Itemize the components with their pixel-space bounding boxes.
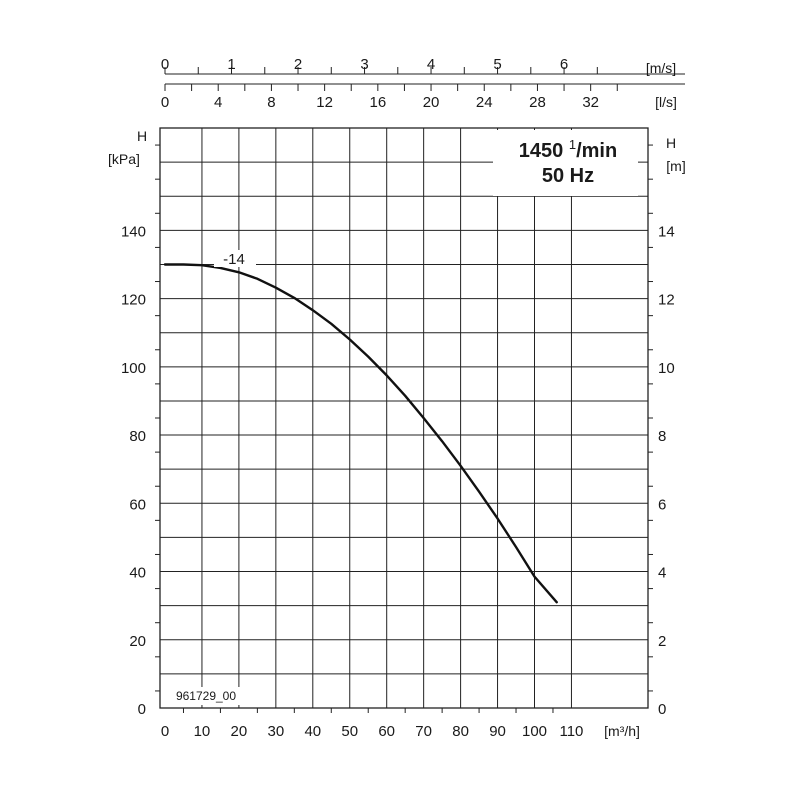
y-right-tick-label: 6	[658, 496, 666, 513]
top-ms-tick-label: 6	[560, 56, 568, 73]
figure-id-text: 961729_00	[176, 689, 236, 703]
x-axis-unit-label: [m³/h]	[604, 723, 640, 739]
speed-box-line1: 1450 1/min	[519, 137, 617, 162]
y-right-axis-unit: [m]	[666, 158, 685, 174]
pump-curve: -14	[163, 250, 558, 604]
top-ls-tick-label: 24	[476, 94, 493, 111]
curve-label-background	[214, 250, 256, 267]
top-ls-tick-label: 32	[582, 94, 599, 111]
top-ms-tick-label: 4	[427, 56, 435, 73]
figure-id-background	[164, 687, 248, 705]
top-ls-tick-label: 8	[267, 94, 275, 111]
x-tick-label: 90	[489, 723, 506, 740]
x-tick-label: 80	[452, 723, 469, 740]
x-tick-label: 10	[194, 723, 211, 740]
y-right-tick-label: 2	[658, 633, 666, 650]
y-left-tick-label: 20	[129, 633, 146, 650]
top-ls-tick-label: 4	[214, 94, 222, 111]
y-right-tick-label: 14	[658, 223, 675, 240]
speed-box-background	[493, 130, 638, 196]
x-tick-label: 100	[522, 723, 547, 740]
top-ls-tick-label: 20	[423, 94, 440, 111]
x-tick-label: 70	[415, 723, 432, 740]
top-ms-tick-label: 1	[227, 56, 235, 73]
top-ls-tick-label: 0	[161, 94, 169, 111]
y-right-tick-label: 4	[658, 565, 666, 582]
top-ls-tick-label: 28	[529, 94, 546, 111]
top-ms-tick-label: 0	[161, 56, 169, 73]
y-left-tick-label: 140	[121, 223, 146, 240]
curve-label: -14	[223, 251, 245, 268]
speed-box-line2: 50 Hz	[542, 165, 594, 187]
speed-box: 1450 1/min 50 Hz	[493, 130, 638, 196]
y-left-axis-unit: [kPa]	[108, 151, 140, 167]
y-right-tick-label: 12	[658, 292, 675, 309]
y-left-tick-label: 60	[129, 496, 146, 513]
top-ms-tick-label: 2	[294, 56, 302, 73]
y-right-tick-label: 10	[658, 360, 675, 377]
y-left-axis-title: H	[137, 128, 147, 144]
top-axes: 0 1 2 3 4 5 6 [m/s]0 4 8 12 16 20 24 28 32 [l/s]	[161, 56, 685, 111]
x-tick-label: 60	[378, 723, 395, 740]
x-tick-label: 110	[559, 723, 583, 740]
y-left-tick-label: 80	[129, 428, 146, 445]
top-ms-unit-label: [m/s]	[646, 60, 676, 76]
top-ms-tick-label: 5	[493, 56, 501, 73]
x-tick-label: 30	[268, 723, 285, 740]
y-right-tick-label: 0	[658, 701, 666, 718]
top-ls-tick-label: 16	[369, 94, 386, 111]
y-right-tick-label: 8	[658, 428, 666, 445]
top-ms-tick-label: 3	[360, 56, 368, 73]
plot-frame	[159, 127, 649, 709]
x-tick-label: 40	[304, 723, 321, 740]
top-ls-unit-label: [l/s]	[655, 94, 677, 110]
figure-id-label: 961729_00	[164, 687, 248, 705]
top-ls-tick-label: 12	[316, 94, 333, 111]
chart-axes: 0 10 20 30 40 50 60 70 80 90 100 110 [m³/h]020406080…	[108, 128, 686, 740]
y-left-tick-label: 0	[138, 701, 146, 718]
pump-curve-line	[163, 263, 558, 604]
x-tick-label: 50	[341, 723, 358, 740]
y-left-tick-label: 120	[121, 292, 146, 309]
chart-grid	[159, 127, 649, 709]
x-tick-label: 20	[231, 723, 248, 740]
y-left-tick-label: 100	[121, 360, 146, 377]
y-left-tick-label: 40	[129, 565, 146, 582]
x-tick-label: 0	[161, 723, 169, 740]
y-right-axis-title: H	[666, 135, 676, 151]
